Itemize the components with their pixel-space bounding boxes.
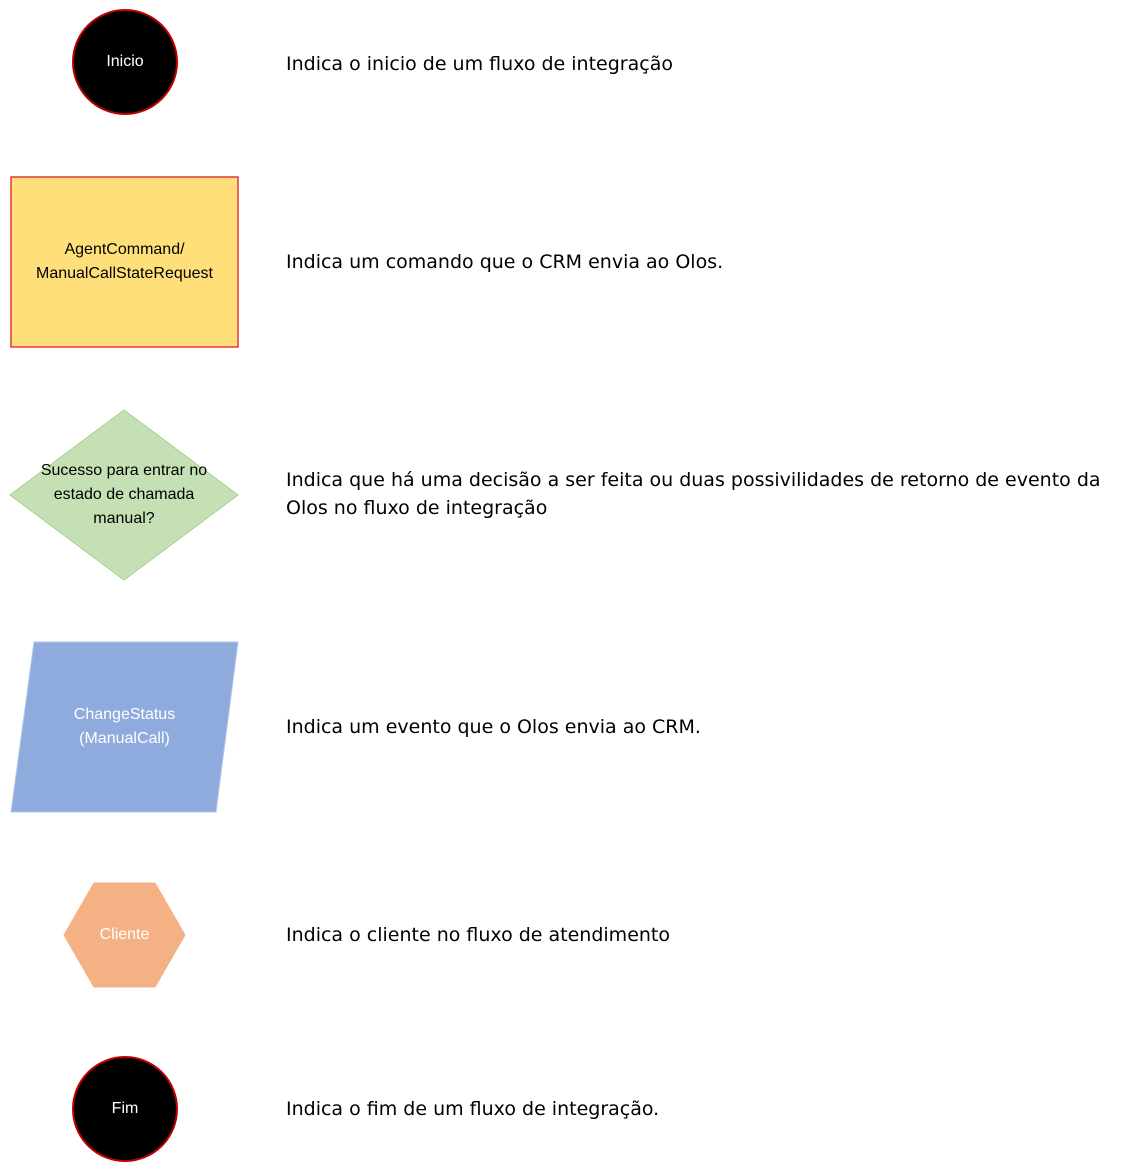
event-parallelogram xyxy=(10,641,239,813)
client-hexagon-shape xyxy=(63,882,186,988)
client-hexagon xyxy=(63,882,186,988)
end-circle-shape xyxy=(72,1056,178,1162)
start-circle-shape xyxy=(72,9,178,115)
legend-row-client: Cliente Indica o cliente no fluxo de ate… xyxy=(0,870,1138,1000)
event-shape-label: ChangeStatus (ManualCall) xyxy=(73,706,176,747)
legend-row-start: Inicio Indica o inicio de um fluxo de in… xyxy=(0,0,1138,130)
command-rectangle xyxy=(10,176,239,348)
event-parallelogram-shape xyxy=(10,641,239,813)
decision-diamond xyxy=(9,409,239,581)
legend-row-command: AgentCommand/ ManualCallStateRequest Ind… xyxy=(0,170,1138,360)
decision-description: Indica que há uma decisão a ser feita ou… xyxy=(286,469,1101,519)
command-rectangle-shape xyxy=(10,176,239,348)
command-shape-label: AgentCommand/ ManualCallStateRequest xyxy=(36,241,213,282)
end-shape-label: Fim xyxy=(111,1100,139,1117)
start-shape-label: Inicio xyxy=(106,53,144,70)
legend-row-decision: Sucesso para entrar no estado de chamada… xyxy=(0,400,1138,590)
client-shape-label: Cliente xyxy=(99,926,150,943)
command-description: Indica um comando que o CRM envia ao Olo… xyxy=(286,251,724,273)
event-description: Indica um evento que o Olos envia ao CRM… xyxy=(286,716,701,738)
start-circle xyxy=(72,9,178,115)
legend-row-event: ChangeStatus (ManualCall) Indica um even… xyxy=(0,630,1138,825)
client-description: Indica o cliente no fluxo de atendimento xyxy=(286,924,670,946)
decision-shape-label: Sucesso para entrar no estado de chamada… xyxy=(40,462,208,527)
legend-row-end: Fim Indica o fim de um fluxo de integraç… xyxy=(0,1045,1138,1173)
end-description: Indica o fim de um fluxo de integração. xyxy=(286,1098,660,1120)
start-description: Indica o inicio de um fluxo de integraçã… xyxy=(286,53,673,75)
end-circle xyxy=(72,1056,178,1162)
decision-diamond-shape xyxy=(9,409,239,581)
